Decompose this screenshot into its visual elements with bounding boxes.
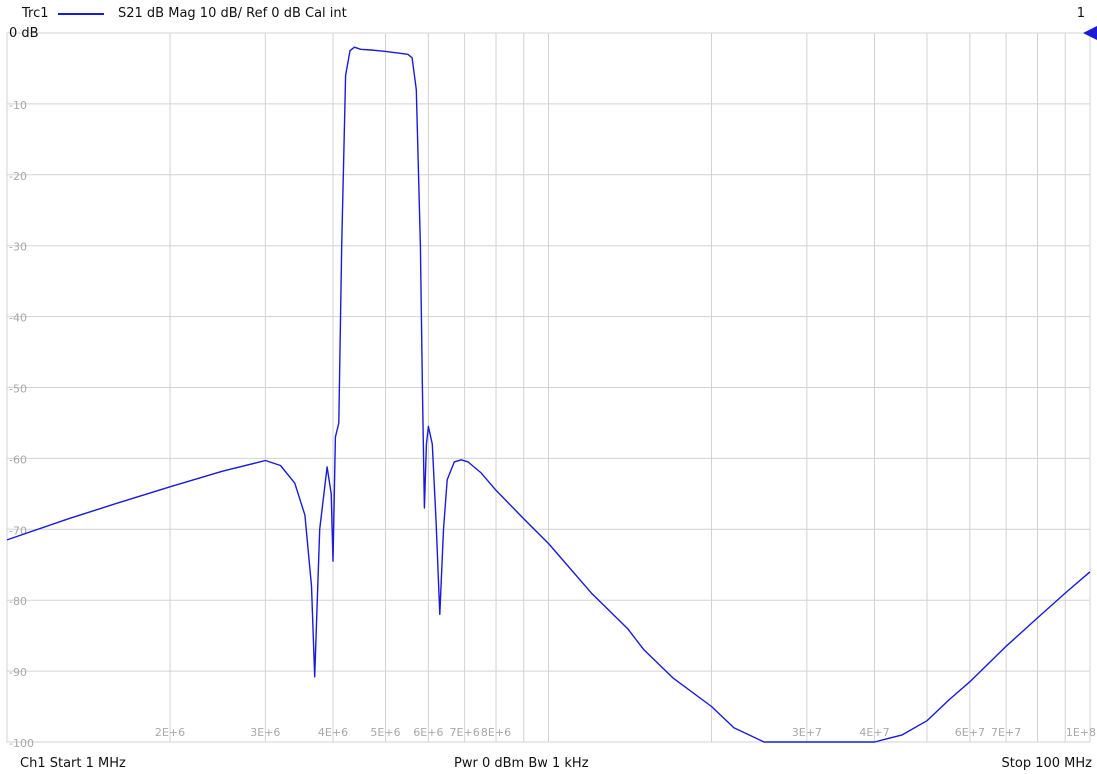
x-tick-label: 2E+6 <box>155 726 185 739</box>
y-tick-label: -70 <box>9 524 27 537</box>
channel-footer: Ch1 Start 1 MHz Pwr 0 dBm Bw 1 kHz Stop … <box>0 748 1097 774</box>
y-tick-label: -90 <box>9 666 27 679</box>
x-tick-label: 4E+6 <box>318 726 348 739</box>
power-bandwidth[interactable]: Pwr 0 dBm Bw 1 kHz <box>454 756 589 771</box>
stop-frequency[interactable]: Stop 100 MHz <box>1001 756 1092 771</box>
x-tick-label: 6E+7 <box>955 726 985 739</box>
y-tick-label: -30 <box>9 241 27 254</box>
y-tick-label: -20 <box>9 170 27 183</box>
reference-arrow-icon[interactable] <box>1083 26 1097 40</box>
channel-number: 1 <box>1076 6 1085 21</box>
x-tick-label: 1E+8 <box>1066 726 1096 739</box>
trace-header: Trc1 S21 dB Mag 10 dB/ Ref 0 dB Cal int … <box>0 0 1097 26</box>
x-tick-label: 3E+6 <box>250 726 280 739</box>
y-tick-label: -50 <box>9 383 27 396</box>
x-tick-label: 5E+6 <box>370 726 400 739</box>
reference-level-label: 0 dB <box>9 26 39 41</box>
start-frequency[interactable]: Ch1 Start 1 MHz <box>20 756 126 771</box>
x-tick-label: 7E+6 <box>450 726 480 739</box>
trace-s21-line[interactable] <box>6 46 1091 743</box>
trace-plot-area[interactable]: 2E+6 3E+6 4E+6 5E+6 6E+6 7E+6 8E+6 3E+7 4E+7 6E+7… <box>0 0 1097 748</box>
trace-info[interactable]: S21 dB Mag 10 dB/ Ref 0 dB Cal int <box>118 6 347 21</box>
x-tick-label: 8E+6 <box>481 726 511 739</box>
plot-frame <box>6 32 1091 743</box>
y-tick-label: -10 <box>9 99 27 112</box>
x-tick-label: 6E+6 <box>413 726 443 739</box>
x-tick-label: 3E+7 <box>792 726 822 739</box>
trace-name[interactable]: Trc1 <box>22 6 49 21</box>
y-tick-label: -60 <box>9 453 27 466</box>
x-tick-label: 7E+7 <box>991 726 1021 739</box>
y-tick-label: -40 <box>9 312 27 325</box>
trace-line-legend-icon <box>58 13 104 15</box>
x-tick-label: 4E+7 <box>859 726 889 739</box>
y-tick-label: -100 <box>9 737 34 748</box>
y-tick-label: -80 <box>9 595 27 608</box>
